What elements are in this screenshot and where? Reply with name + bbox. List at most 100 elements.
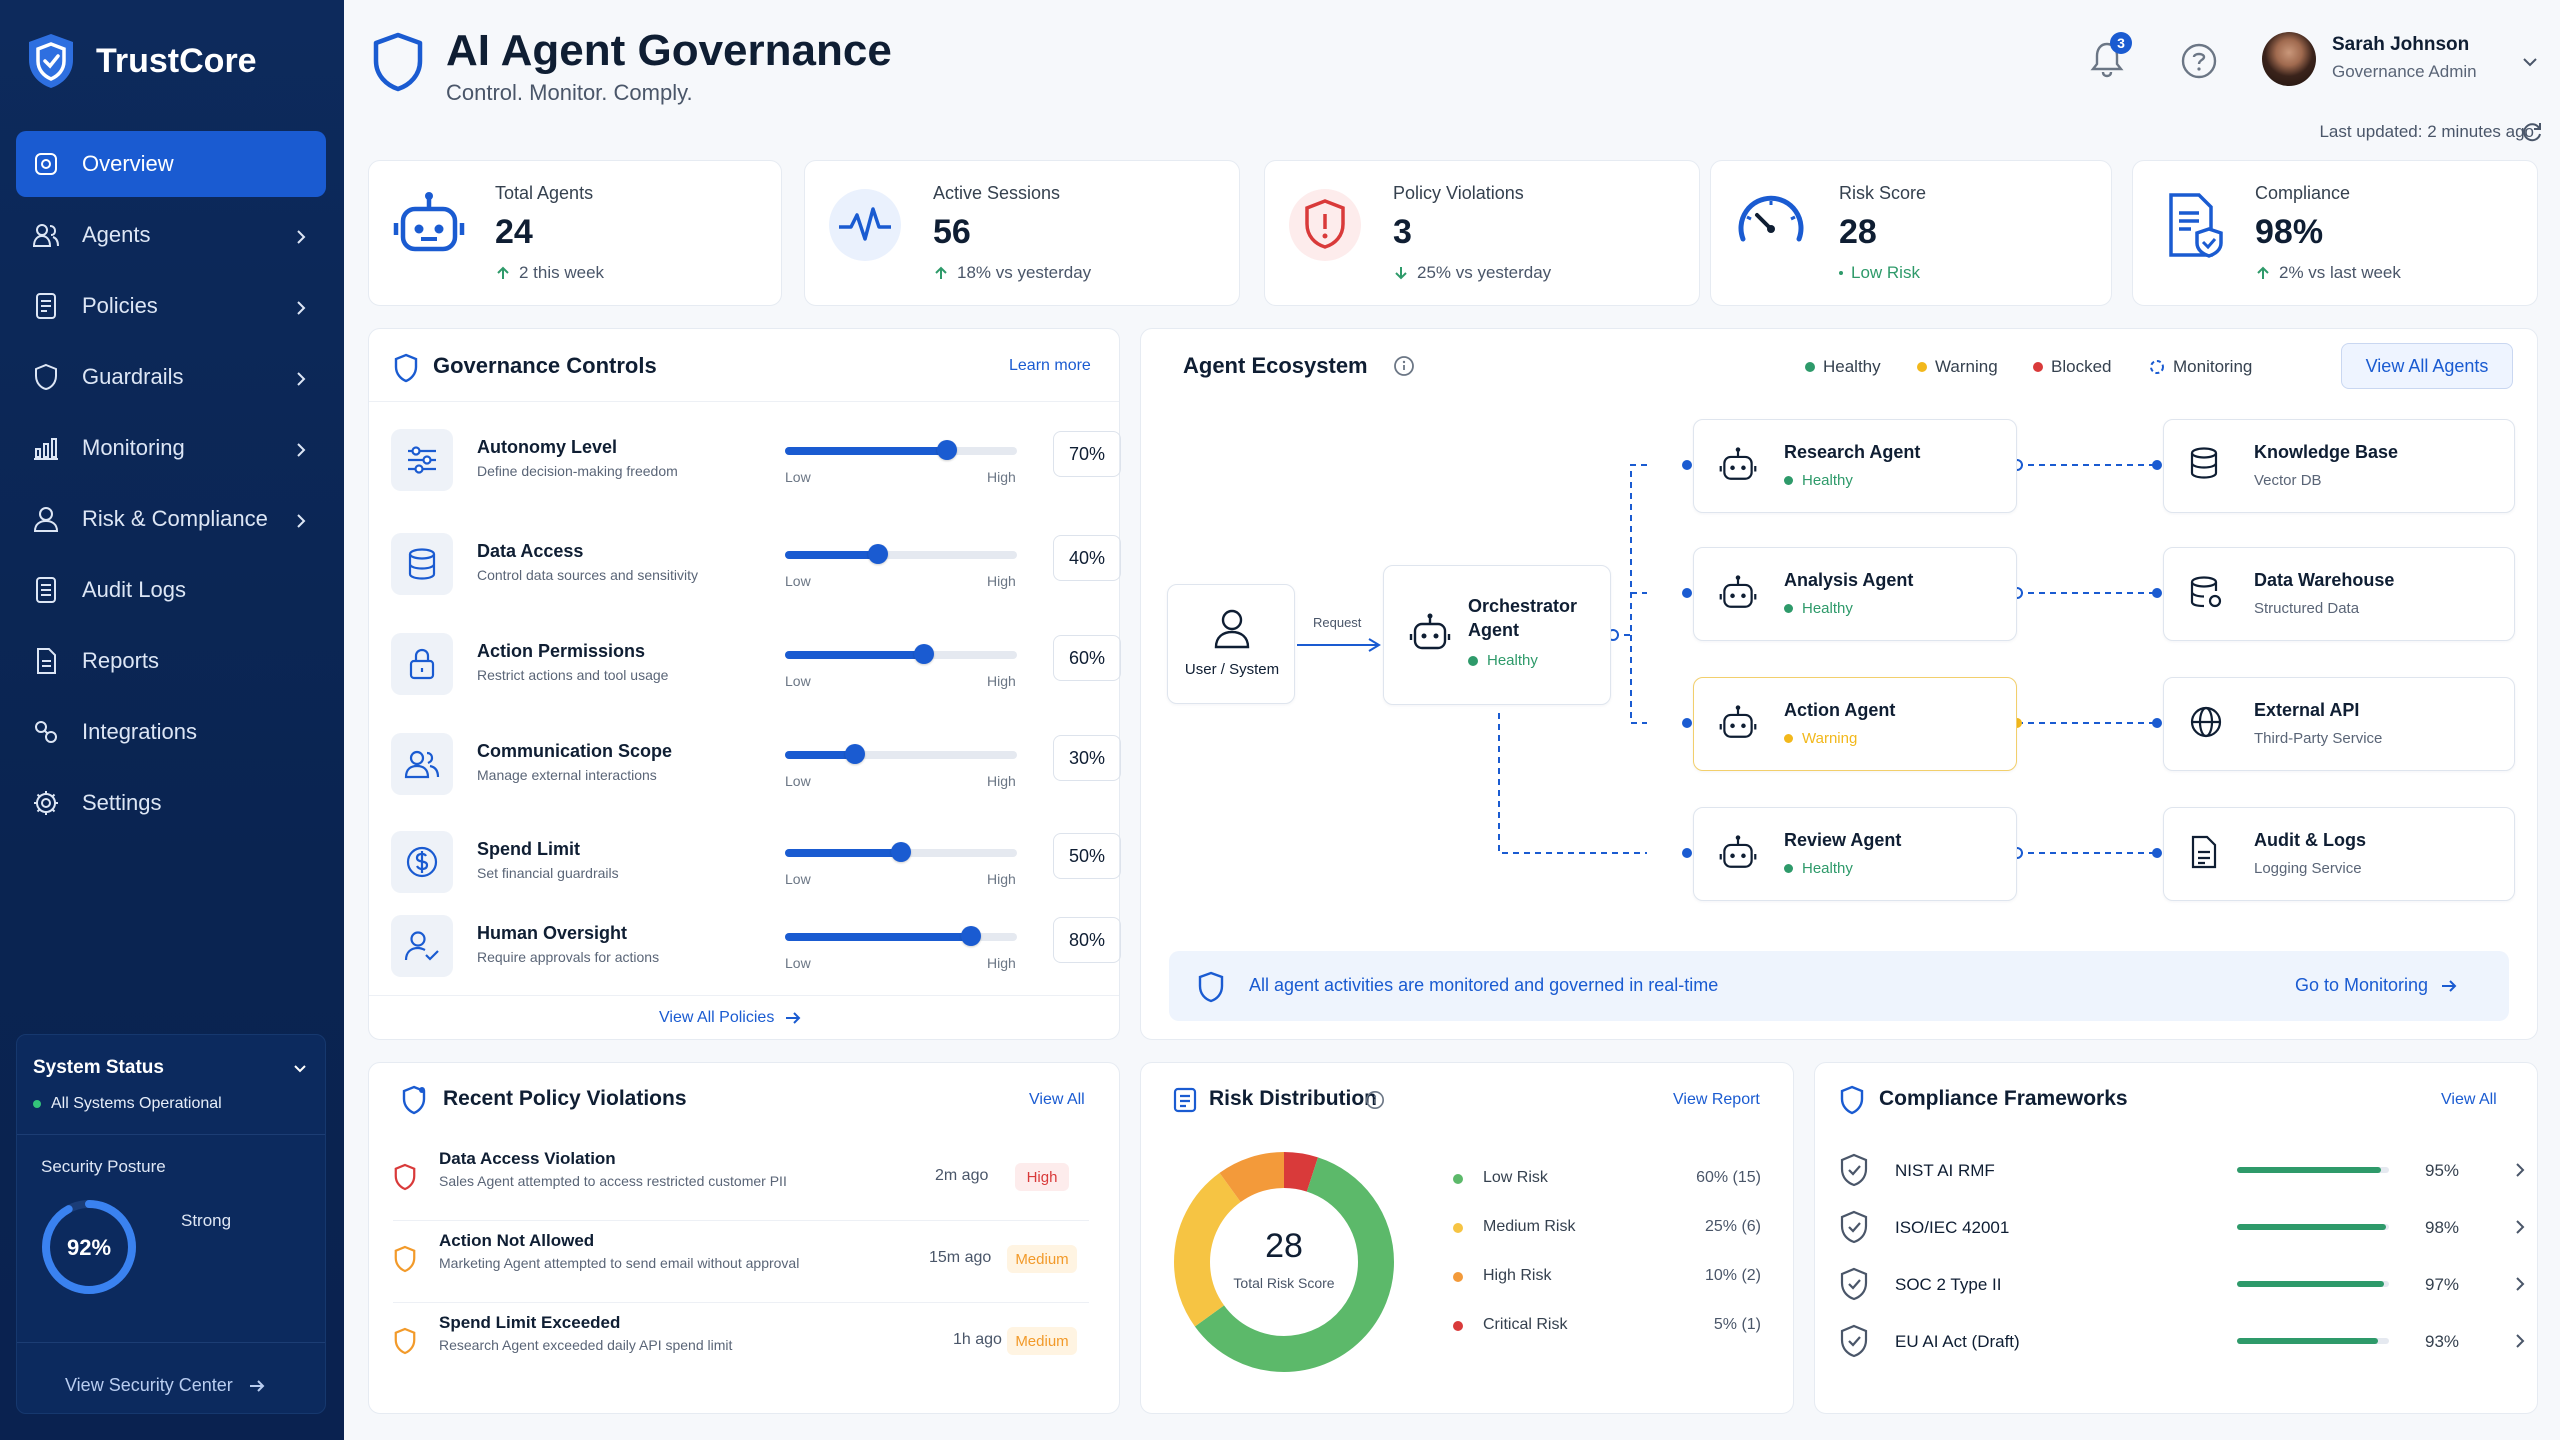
chevron-down-icon[interactable]	[2520, 52, 2540, 72]
sidebar-item-audit-logs[interactable]: Audit Logs	[16, 557, 326, 623]
violation-row[interactable]: Action Not Allowed Marketing Agent attem…	[393, 1223, 1089, 1303]
avatar[interactable]	[2262, 32, 2316, 86]
resource-node-audit-logs[interactable]: Audit & Logs Logging Service	[2163, 807, 2515, 901]
chevron-right-icon[interactable]	[2511, 1218, 2529, 1236]
user-system-node[interactable]: User / System	[1167, 584, 1295, 704]
agent-ecosystem-card: Agent Ecosystem Healthy Warning Blocked …	[1140, 328, 2538, 1040]
kpi-trend-text: Low Risk	[1851, 263, 1920, 282]
violation-time: 2m ago	[935, 1167, 989, 1184]
control-value-field[interactable]: 30%	[1053, 735, 1121, 781]
view-all-policies-link[interactable]: View All Policies	[659, 1009, 802, 1027]
resource-node-data-warehouse[interactable]: Data Warehouse Structured Data	[2163, 547, 2515, 641]
control-slider[interactable]	[785, 744, 1017, 764]
compliance-view-all-link[interactable]: View All	[2441, 1091, 2497, 1108]
view-all-agents-button[interactable]: View All Agents	[2341, 343, 2513, 389]
chevron-right-icon[interactable]	[2511, 1275, 2529, 1293]
slider-handle[interactable]	[937, 440, 958, 460]
shield-icon	[373, 32, 423, 92]
sidebar-item-guardrails[interactable]: Guardrails	[16, 344, 326, 410]
kpi-label: Policy Violations	[1393, 183, 1524, 203]
banner-text: All agent activities are monitored and g…	[1249, 975, 1719, 995]
control-value-field[interactable]: 70%	[1053, 431, 1121, 477]
slider-high-label: High	[987, 469, 1016, 485]
slider-low-label: Low	[785, 673, 811, 689]
help-icon[interactable]	[2180, 42, 2218, 80]
agent-node-action-agent[interactable]: Action Agent Warning	[1693, 677, 2017, 771]
control-slider[interactable]	[785, 842, 1017, 862]
sidebar-item-settings[interactable]: Settings	[16, 770, 326, 836]
framework-row[interactable]: ISO/IEC 42001 98%	[1839, 1202, 2533, 1258]
risk-legend-row: Low Risk 60% (15)	[1453, 1165, 1761, 1195]
orchestrator-agent-node[interactable]: Orchestrator Agent Healthy	[1383, 565, 1611, 705]
control-name: Spend Limit	[477, 839, 580, 859]
agent-node-analysis-agent[interactable]: Analysis Agent Healthy	[1693, 547, 2017, 641]
framework-name: ISO/IEC 42001	[1895, 1218, 2010, 1237]
slider-handle[interactable]	[960, 926, 981, 946]
shield-icon	[394, 1327, 416, 1355]
refresh-icon[interactable]	[2520, 120, 2544, 144]
violation-row[interactable]: Data Access Violation Sales Agent attemp…	[393, 1141, 1089, 1221]
sidebar-item-monitoring[interactable]: Monitoring	[16, 415, 326, 481]
view-report-link[interactable]: View Report	[1673, 1091, 1760, 1108]
framework-row[interactable]: EU AI Act (Draft) 93%	[1839, 1316, 2533, 1372]
kpi-card[interactable]: Risk Score 28 Low Risk	[1710, 160, 2112, 306]
framework-row[interactable]: SOC 2 Type II 97%	[1839, 1259, 2533, 1315]
resource-node-external-api[interactable]: External API Third-Party Service	[2163, 677, 2515, 771]
control-slider[interactable]	[785, 544, 1017, 564]
learn-more-link[interactable]: Learn more	[1009, 357, 1091, 374]
framework-value: 98%	[2425, 1218, 2460, 1237]
sidebar-item-agents[interactable]: Agents	[16, 202, 326, 268]
slider-handle[interactable]	[844, 744, 865, 764]
donut-slice-low-risk[interactable]	[1174, 1152, 1394, 1372]
brand[interactable]: TrustCore	[26, 32, 257, 90]
legend-blocked: Blocked	[2033, 357, 2111, 377]
security-posture-label: Security Posture	[41, 1157, 166, 1176]
chevron-right-icon[interactable]	[2511, 1332, 2529, 1350]
info-icon[interactable]	[1393, 355, 1415, 377]
kpi-card[interactable]: Active Sessions 56 18% vs yesterday	[804, 160, 1240, 306]
integrations-icon	[30, 716, 62, 748]
kpi-card[interactable]: Policy Violations 3 25% vs yesterday	[1264, 160, 1700, 306]
control-value-field[interactable]: 80%	[1053, 917, 1121, 963]
chevron-right-icon	[292, 226, 310, 244]
control-value-field[interactable]: 60%	[1053, 635, 1121, 681]
slider-high-label: High	[987, 773, 1016, 789]
framework-row[interactable]: NIST AI RMF 95%	[1839, 1145, 2533, 1201]
violation-name: Spend Limit Exceeded	[439, 1313, 621, 1332]
control-slider[interactable]	[785, 926, 1017, 946]
legend-monitoring: Monitoring	[2149, 357, 2252, 377]
control-action-permissions: Action Permissions Restrict actions and …	[391, 629, 1121, 701]
kpi-card[interactable]: Compliance 98% 2% vs last week	[2132, 160, 2538, 306]
control-value-field[interactable]: 50%	[1053, 833, 1121, 879]
risk-legend-row: Medium Risk 25% (6)	[1453, 1214, 1761, 1244]
slider-handle[interactable]	[891, 842, 911, 862]
security-posture-gauge	[42, 1200, 136, 1294]
control-slider[interactable]	[785, 440, 1017, 460]
sidebar-item-policies[interactable]: Policies	[16, 273, 326, 339]
donut-slice-high-risk[interactable]	[1174, 1152, 1394, 1372]
sidebar: TrustCore Overview Agents Policies Guard…	[0, 0, 344, 1440]
donut-slice-medium-risk[interactable]	[1174, 1152, 1394, 1372]
agent-node-review-agent[interactable]: Review Agent Healthy	[1693, 807, 2017, 901]
control-slider[interactable]	[785, 644, 1017, 664]
violation-row[interactable]: Spend Limit Exceeded Research Agent exce…	[393, 1305, 1089, 1385]
sidebar-item-overview[interactable]: Overview	[16, 131, 326, 197]
risk-distribution-card: Risk Distribution View Report 28 Total R…	[1140, 1062, 1794, 1414]
sidebar-item-reports[interactable]: Reports	[16, 628, 326, 694]
violations-view-all-link[interactable]: View All	[1029, 1091, 1085, 1108]
sidebar-item-integrations[interactable]: Integrations	[16, 699, 326, 765]
chevron-down-icon[interactable]	[291, 1059, 309, 1077]
agent-node-research-agent[interactable]: Research Agent Healthy	[1693, 419, 2017, 513]
go-to-monitoring-link[interactable]: Go to Monitoring	[2295, 975, 2458, 996]
kpi-card[interactable]: Total Agents 24 2 this week	[368, 160, 782, 306]
sidebar-item-risk-compliance[interactable]: Risk & Compliance	[16, 486, 326, 552]
slider-handle[interactable]	[867, 544, 888, 564]
chevron-right-icon[interactable]	[2511, 1161, 2529, 1179]
resource-node-knowledge-base[interactable]: Knowledge Base Vector DB	[2163, 419, 2515, 513]
framework-value: 93%	[2425, 1332, 2460, 1351]
control-value-field[interactable]: 40%	[1053, 535, 1121, 581]
resource-subtitle: Vector DB	[2254, 472, 2322, 489]
slider-handle[interactable]	[914, 644, 935, 664]
info-icon[interactable]	[1365, 1090, 1385, 1110]
view-security-center-link[interactable]: View Security Center	[17, 1343, 325, 1396]
